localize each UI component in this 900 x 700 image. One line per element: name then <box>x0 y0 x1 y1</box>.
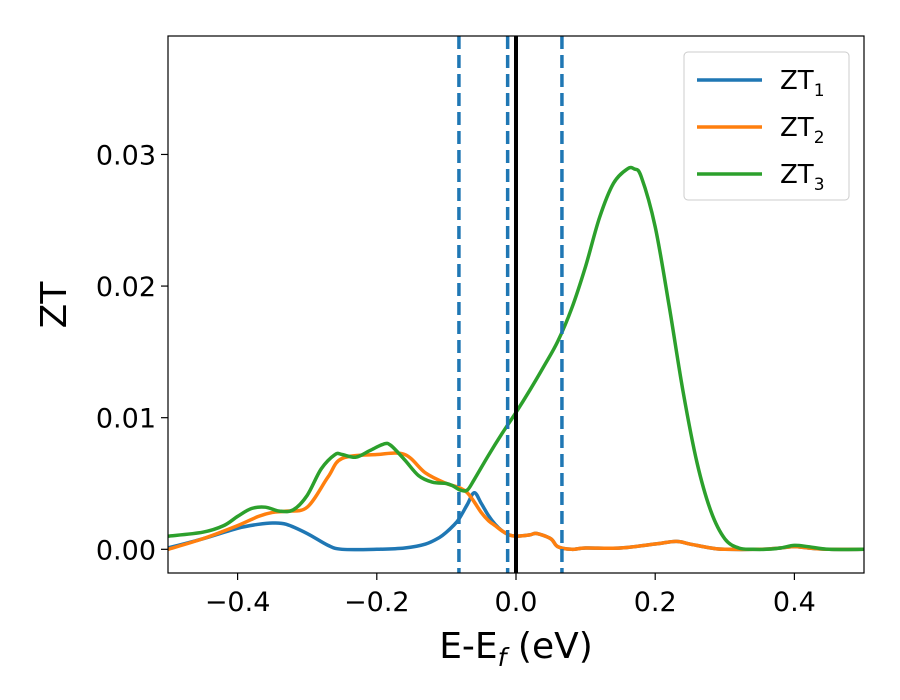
y-axis-title: ZT <box>34 281 75 329</box>
x-axis-title: E-Ef (eV) <box>439 626 593 672</box>
reference-lines <box>457 36 564 573</box>
y-tick-label: 0.02 <box>96 272 156 303</box>
x-tick-label: −0.2 <box>344 587 410 618</box>
legend: ZT1 ZT2 ZT3 <box>683 51 850 201</box>
legend-label-zt3: ZT3 <box>780 160 825 195</box>
plot-area <box>168 36 864 573</box>
x-tick-label: 0.2 <box>634 587 677 618</box>
series-lines <box>168 165 864 552</box>
legend-box <box>683 51 850 201</box>
y-tick-label: 0.01 <box>96 404 156 435</box>
legend-items: ZT1 ZT2 ZT3 <box>697 66 825 195</box>
x-axis-ticks: −0.4 −0.2 0.0 0.2 0.4 <box>205 573 816 618</box>
legend-label-zt2: ZT2 <box>780 113 825 148</box>
y-tick-label: 0.00 <box>96 535 156 566</box>
x-tick-label: 0.4 <box>773 587 816 618</box>
x-axis-title-unit: (eV) <box>506 626 592 667</box>
legend-label-zt1: ZT1 <box>780 66 825 101</box>
x-tick-label: −0.4 <box>205 587 271 618</box>
x-axis-title-main: E-E <box>439 626 497 667</box>
series-line-zt3 <box>168 165 864 552</box>
y-tick-label: 0.03 <box>96 140 156 171</box>
series-line-zt2 <box>168 451 864 552</box>
x-tick-label: 0.0 <box>495 587 538 618</box>
y-axis-ticks: 0.00 0.01 0.02 0.03 <box>96 140 168 566</box>
